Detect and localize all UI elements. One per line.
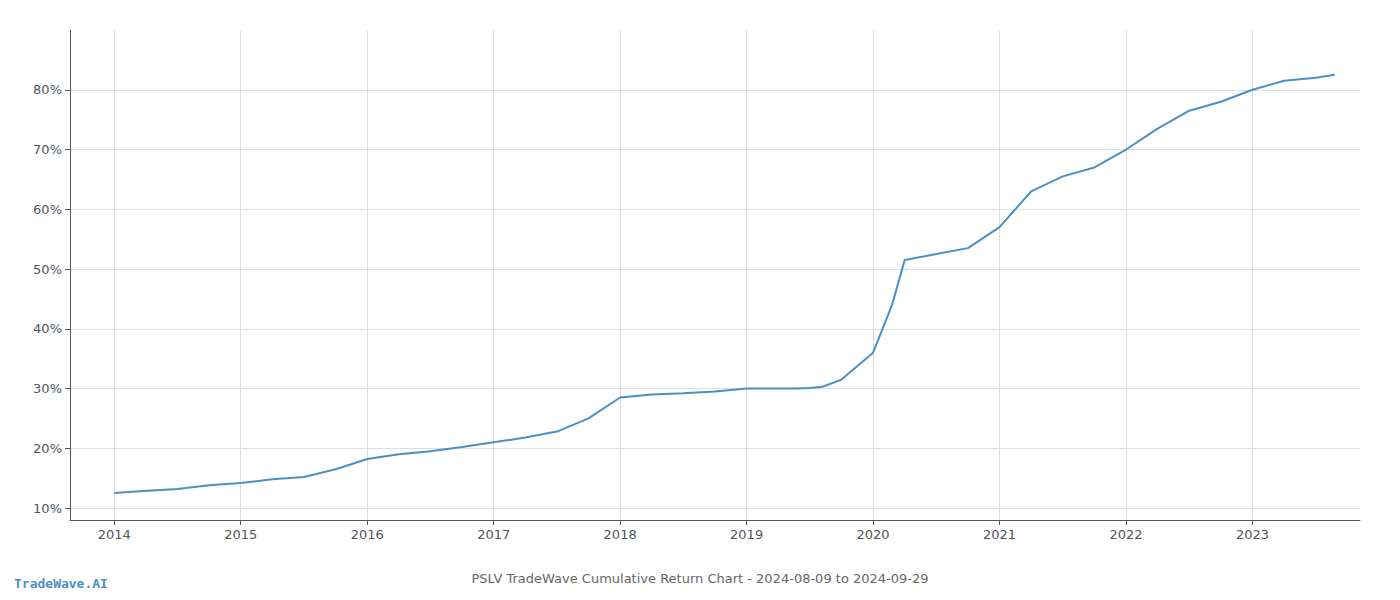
svg-text:2017: 2017 (477, 527, 510, 542)
svg-text:40%: 40% (33, 321, 62, 336)
svg-text:2021: 2021 (983, 527, 1016, 542)
svg-text:20%: 20% (33, 441, 62, 456)
svg-text:2018: 2018 (604, 527, 637, 542)
svg-text:70%: 70% (33, 142, 62, 157)
svg-text:50%: 50% (33, 262, 62, 277)
svg-text:2016: 2016 (351, 527, 384, 542)
svg-text:30%: 30% (33, 381, 62, 396)
svg-text:TradeWave.AI: TradeWave.AI (14, 576, 108, 591)
svg-text:2023: 2023 (1236, 527, 1269, 542)
svg-text:2020: 2020 (857, 527, 890, 542)
svg-text:2022: 2022 (1109, 527, 1142, 542)
svg-text:2019: 2019 (730, 527, 763, 542)
svg-text:10%: 10% (33, 501, 62, 516)
svg-text:60%: 60% (33, 202, 62, 217)
svg-text:PSLV TradeWave Cumulative Retu: PSLV TradeWave Cumulative Return Chart -… (471, 571, 928, 586)
svg-text:80%: 80% (33, 82, 62, 97)
svg-text:2014: 2014 (98, 527, 131, 542)
svg-text:2015: 2015 (224, 527, 257, 542)
